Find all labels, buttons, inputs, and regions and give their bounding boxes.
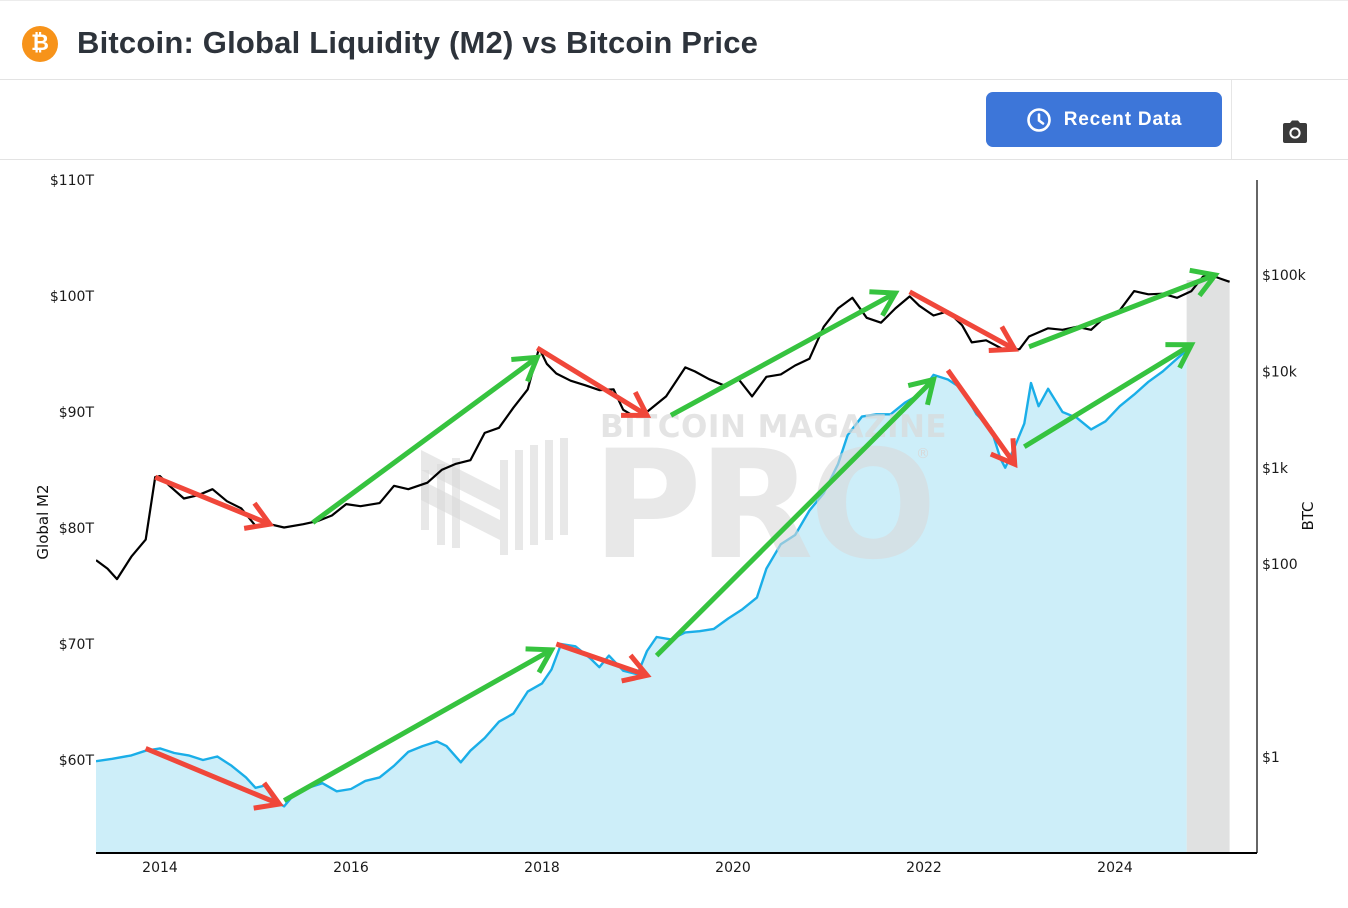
- arrow-head: [511, 354, 542, 383]
- arrow-shaft: [1028, 272, 1217, 350]
- arrow-head: [907, 376, 937, 406]
- arrow-shaft: [945, 368, 1017, 466]
- y-left-tick-label: $70T: [59, 637, 95, 653]
- arrow-shaft: [1022, 342, 1193, 449]
- arrow-head: [243, 501, 275, 531]
- page-title: Bitcoin: Global Liquidity (M2) vs Bitcoi…: [77, 25, 759, 60]
- annotation-arrow-red: [144, 746, 284, 811]
- y-left-tick-label: $90T: [59, 405, 95, 421]
- y-left-axis-title: Global M2: [34, 484, 52, 559]
- y-left-tick-label: $60T: [59, 753, 95, 769]
- arrow-shaft: [555, 641, 648, 678]
- annotation-arrow-red: [154, 474, 275, 531]
- watermark-text-pro: PRO: [592, 419, 933, 593]
- y-right-axis-title: BTC: [1299, 501, 1317, 530]
- chart-toolbar: Recent Data: [0, 80, 1348, 160]
- annotation-arrow-green: [654, 376, 937, 658]
- arrow-head: [989, 438, 1018, 469]
- x-tick-label: 2018: [524, 860, 560, 876]
- watermark-logo-chevron: [421, 450, 500, 510]
- arrow-shaft: [144, 746, 281, 807]
- arrow-head: [253, 781, 284, 811]
- arrow-shaft: [654, 377, 936, 658]
- arrow-shaft: [669, 290, 897, 418]
- arrow-head: [1189, 267, 1220, 298]
- chart-area: BITCOIN MAGAZINE PRO ® 2014 2016 2018 2020 202…: [0, 160, 1348, 903]
- y-right-tick-label: $100: [1262, 557, 1298, 573]
- annotation-arrow-green: [282, 646, 556, 803]
- watermark-logo-bar: [500, 460, 508, 555]
- annotation-arrow-red: [908, 289, 1019, 353]
- arrow-shaft: [311, 355, 539, 525]
- toolbar-divider: [1231, 80, 1232, 159]
- watermark-logo-bar: [545, 440, 553, 540]
- annotation-arrow-red: [945, 368, 1018, 469]
- x-tick-label: 2024: [1097, 860, 1133, 876]
- arrow-head: [988, 325, 1019, 353]
- annotation-arrow-red: [555, 641, 652, 684]
- arrow-head: [1165, 342, 1196, 370]
- clock-icon: [1026, 107, 1051, 132]
- x-tick-label: 2014: [142, 860, 178, 876]
- annotation-arrow-green: [311, 354, 542, 525]
- annotation-arrow-green: [1028, 267, 1220, 350]
- y-left-tick-label: $100T: [50, 289, 95, 305]
- y-left-tick-label: $110T: [50, 173, 95, 189]
- recent-data-button[interactable]: Recent Data: [986, 92, 1222, 147]
- watermark-logo-bar: [515, 450, 523, 550]
- m2-area-fill: [96, 350, 1187, 853]
- y-right-tick-label: $1k: [1262, 461, 1289, 477]
- watermark-logo-chevron: [421, 480, 500, 540]
- arrow-shaft: [908, 289, 1016, 352]
- y-left-tick-label: $80T: [59, 521, 95, 537]
- x-tick-label: 2016: [333, 860, 369, 876]
- annotation-arrow-green: [1022, 342, 1196, 449]
- arrow-head: [525, 646, 556, 674]
- x-tick-label: 2020: [715, 860, 751, 876]
- page-header: ₿ Bitcoin: Global Liquidity (M2) vs Bitc…: [0, 0, 1348, 80]
- watermark-logo-bar: [530, 445, 538, 545]
- arrow-shaft: [282, 647, 553, 803]
- arrow-head: [869, 289, 900, 317]
- watermark-registered-mark: ®: [916, 446, 930, 462]
- arrow-shaft: [535, 345, 649, 418]
- arrow-head: [621, 653, 652, 684]
- y-right-tick-label: $100k: [1262, 268, 1307, 284]
- camera-icon[interactable]: [1282, 120, 1308, 144]
- bitcoin-icon: ₿: [22, 26, 58, 62]
- annotation-arrow-green: [669, 289, 900, 418]
- forecast-shaded-region: [1186, 280, 1230, 853]
- annotation-arrow-red: [535, 345, 652, 418]
- y-right-tick-label: $1: [1262, 750, 1280, 766]
- x-tick-label: 2022: [906, 860, 942, 876]
- watermark-logo-bar: [560, 438, 568, 535]
- recent-data-label: Recent Data: [1063, 108, 1183, 130]
- y-right-tick-label: $10k: [1262, 364, 1298, 380]
- arrow-head: [621, 391, 652, 418]
- arrow-shaft: [154, 474, 271, 527]
